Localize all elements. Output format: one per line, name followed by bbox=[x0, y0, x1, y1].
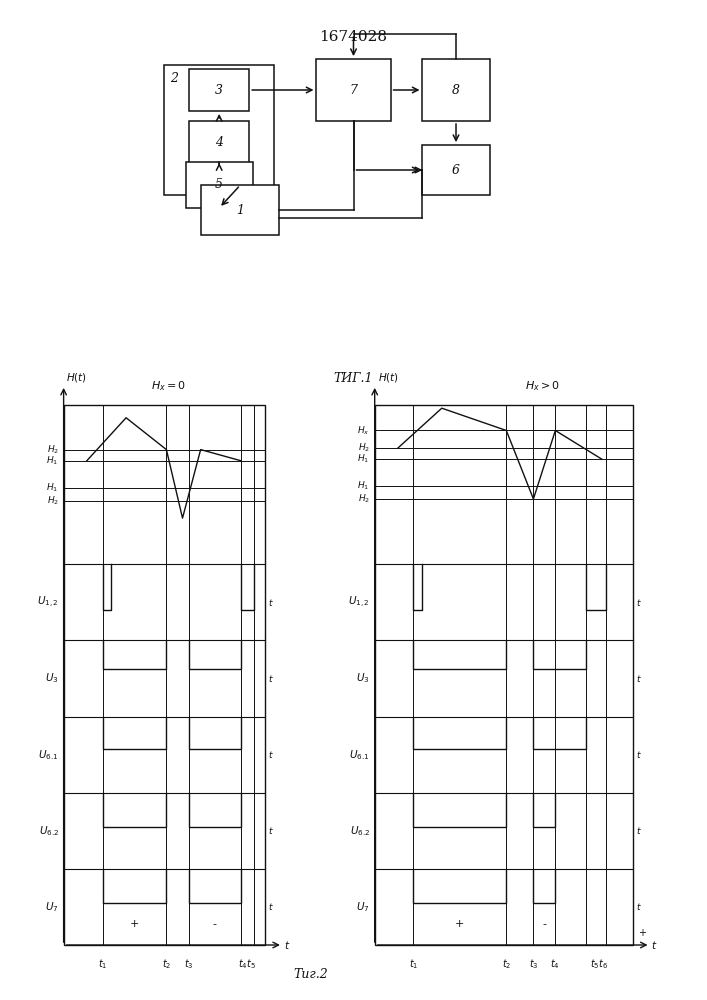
Text: $U_7$: $U_7$ bbox=[45, 900, 59, 914]
Text: $t_4 t_5$: $t_4 t_5$ bbox=[238, 957, 256, 971]
Text: +: + bbox=[455, 919, 464, 929]
Text: $t_3$: $t_3$ bbox=[184, 957, 193, 971]
Text: $H_2$: $H_2$ bbox=[358, 493, 370, 505]
Text: $H_x = 0$: $H_x = 0$ bbox=[151, 379, 186, 393]
Text: $t$: $t$ bbox=[636, 825, 641, 836]
Text: 8: 8 bbox=[452, 84, 460, 97]
Text: -: - bbox=[542, 919, 547, 929]
Text: $H_1$: $H_1$ bbox=[358, 480, 370, 492]
Text: $t$: $t$ bbox=[268, 825, 274, 836]
Text: $U_{6.2}$: $U_{6.2}$ bbox=[350, 824, 370, 838]
FancyBboxPatch shape bbox=[185, 162, 253, 208]
Text: $H(t)$: $H(t)$ bbox=[66, 371, 88, 384]
Text: $H(t)$: $H(t)$ bbox=[378, 371, 399, 384]
Text: $U_{6.1}$: $U_{6.1}$ bbox=[349, 748, 370, 762]
FancyBboxPatch shape bbox=[423, 59, 489, 121]
Text: $t_2$: $t_2$ bbox=[502, 957, 511, 971]
FancyBboxPatch shape bbox=[317, 59, 390, 121]
Text: Τиг.2: Τиг.2 bbox=[293, 968, 329, 981]
Text: $U_{6.2}$: $U_{6.2}$ bbox=[39, 824, 59, 838]
FancyBboxPatch shape bbox=[423, 145, 489, 195]
Text: -: - bbox=[213, 919, 217, 929]
Text: $t$: $t$ bbox=[651, 939, 658, 951]
Text: $t_4$: $t_4$ bbox=[551, 957, 560, 971]
Text: 1: 1 bbox=[236, 204, 245, 217]
Text: 1674028: 1674028 bbox=[320, 30, 387, 44]
Text: 4: 4 bbox=[215, 135, 223, 148]
Text: $U_7$: $U_7$ bbox=[356, 900, 370, 914]
Text: $t$: $t$ bbox=[268, 749, 274, 760]
Text: $H_1$: $H_1$ bbox=[47, 455, 59, 467]
Text: +: + bbox=[130, 919, 139, 929]
Text: 3: 3 bbox=[215, 84, 223, 97]
Text: $+$: $+$ bbox=[638, 928, 648, 938]
Text: $t$: $t$ bbox=[268, 901, 274, 912]
Text: $H_1$: $H_1$ bbox=[358, 453, 370, 465]
Text: ΤИГ.1: ΤИГ.1 bbox=[334, 372, 373, 385]
FancyBboxPatch shape bbox=[375, 405, 633, 945]
Text: $U_{6.1}$: $U_{6.1}$ bbox=[38, 748, 59, 762]
Text: $t_3$: $t_3$ bbox=[529, 957, 538, 971]
Text: $H_2$: $H_2$ bbox=[358, 442, 370, 454]
Text: $t$: $t$ bbox=[636, 749, 641, 760]
Text: $t_5 t_6$: $t_5 t_6$ bbox=[590, 957, 608, 971]
Text: 5: 5 bbox=[215, 178, 223, 192]
Text: $t_1$: $t_1$ bbox=[98, 957, 107, 971]
Text: $t$: $t$ bbox=[268, 597, 274, 608]
Text: $t_2$: $t_2$ bbox=[162, 957, 171, 971]
Text: $U_3$: $U_3$ bbox=[356, 672, 370, 685]
Text: $U_3$: $U_3$ bbox=[45, 672, 59, 685]
Text: $t_1$: $t_1$ bbox=[409, 957, 418, 971]
FancyBboxPatch shape bbox=[64, 405, 265, 945]
Text: 7: 7 bbox=[349, 84, 358, 97]
Text: $t$: $t$ bbox=[636, 597, 641, 608]
Text: $H_x > 0$: $H_x > 0$ bbox=[525, 379, 560, 393]
Text: 6: 6 bbox=[452, 163, 460, 176]
Text: $U_{1,2}$: $U_{1,2}$ bbox=[348, 595, 370, 610]
Text: $t$: $t$ bbox=[268, 673, 274, 684]
FancyBboxPatch shape bbox=[164, 65, 274, 195]
Text: 2: 2 bbox=[170, 72, 178, 85]
Text: $U_{1,2}$: $U_{1,2}$ bbox=[37, 595, 59, 610]
FancyBboxPatch shape bbox=[189, 69, 250, 111]
Text: $H_2$: $H_2$ bbox=[47, 494, 59, 507]
Text: $H_x$: $H_x$ bbox=[357, 424, 370, 437]
Text: $t$: $t$ bbox=[636, 901, 641, 912]
FancyBboxPatch shape bbox=[201, 185, 279, 235]
Text: $H_2$: $H_2$ bbox=[47, 443, 59, 456]
FancyBboxPatch shape bbox=[189, 121, 250, 163]
Text: $t$: $t$ bbox=[636, 673, 641, 684]
Text: $t$: $t$ bbox=[284, 939, 290, 951]
Text: $H_1$: $H_1$ bbox=[47, 482, 59, 494]
